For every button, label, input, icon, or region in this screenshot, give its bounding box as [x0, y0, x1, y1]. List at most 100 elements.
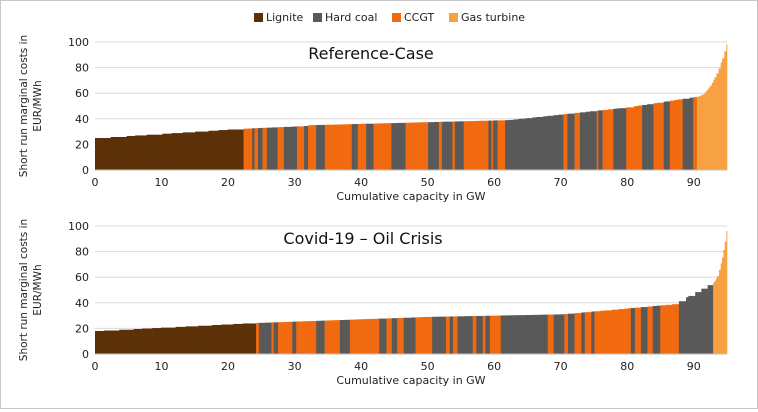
- bar-1-8: [185, 326, 199, 354]
- x-tick-label-1-7: 70: [554, 360, 568, 373]
- bar-1-106: [672, 304, 680, 354]
- bar-0-111: [678, 99, 683, 170]
- bar-1-120: [723, 249, 726, 354]
- bar-0-116: [698, 96, 701, 170]
- bar-0-16: [257, 128, 261, 170]
- x-tick-label-1-8: 80: [620, 360, 634, 373]
- bar-1-119: [721, 257, 724, 354]
- bar-1-75: [518, 315, 526, 354]
- bar-0-39: [363, 123, 367, 170]
- bar-0-123: [709, 85, 713, 170]
- bar-0-37: [355, 123, 359, 170]
- bar-1-43: [379, 318, 387, 354]
- x-tick-label-0-6: 60: [487, 176, 501, 189]
- bar-0-21: [277, 127, 281, 170]
- bar-1-10: [211, 325, 222, 354]
- bar-0-23: [283, 126, 292, 170]
- bar-1-54: [432, 316, 438, 354]
- bar-1-60: [457, 316, 465, 354]
- bar-1-114: [714, 280, 717, 354]
- bar-1-39: [361, 319, 367, 354]
- bar-0-34: [341, 124, 348, 170]
- bar-1-35: [345, 319, 351, 354]
- y-tick-label-0-0: 0: [82, 164, 89, 177]
- x-tick-label-0-9: 90: [687, 176, 701, 189]
- bar-0-5: [162, 133, 172, 170]
- bar-1-89: [584, 312, 592, 354]
- x-tick-label-0-8: 80: [620, 176, 634, 189]
- x-tick-label-1-0: 0: [92, 360, 99, 373]
- bar-0-36: [351, 124, 356, 170]
- bar-0-45: [389, 123, 392, 170]
- bar-1-55: [437, 316, 441, 354]
- bar-1-40: [365, 319, 371, 354]
- bar-0-130: [722, 58, 725, 170]
- bar-1-67: [487, 315, 491, 354]
- bar-1-66: [485, 315, 489, 354]
- bars-1: [95, 230, 728, 354]
- bar-0-26: [304, 126, 309, 170]
- bar-1-94: [611, 309, 619, 354]
- bar-0-12: [243, 128, 248, 170]
- bar-0-121: [707, 89, 709, 170]
- y-tick-label-1-2: 40: [75, 297, 89, 310]
- y-tick-label-0-3: 60: [75, 87, 89, 100]
- bar-0-83: [553, 115, 559, 170]
- bar-0-91: [596, 110, 599, 170]
- bar-1-51: [422, 317, 425, 354]
- bar-0-33: [334, 124, 342, 170]
- bar-1-50: [419, 317, 423, 354]
- bar-1-28: [316, 320, 321, 354]
- bar-1-6: [160, 327, 176, 354]
- bar-1-122: [726, 230, 728, 354]
- bar-1-70: [500, 315, 506, 354]
- bar-0-79: [532, 117, 537, 170]
- bar-1-74: [513, 315, 520, 354]
- bar-0-115: [696, 96, 699, 170]
- bar-0-57: [441, 121, 444, 170]
- bar-0-30: [319, 124, 326, 170]
- bar-0-50: [416, 122, 420, 170]
- x-tick-label-0-1: 10: [155, 176, 169, 189]
- x-tick-label-0-7: 70: [554, 176, 568, 189]
- bar-1-78: [538, 314, 542, 354]
- bar-1-95: [618, 309, 625, 354]
- bar-0-106: [663, 101, 666, 170]
- bar-1-56: [440, 316, 447, 354]
- bar-0-85: [563, 114, 568, 170]
- bar-1-117: [719, 269, 722, 354]
- bar-1-99: [634, 307, 642, 354]
- x-tick-label-1-6: 60: [487, 360, 501, 373]
- bar-0-15: [254, 128, 259, 170]
- bar-0-47: [398, 122, 406, 170]
- bar-1-29: [320, 320, 325, 354]
- bar-0-112: [682, 98, 690, 170]
- bar-1-46: [397, 317, 404, 354]
- bar-1-3: [133, 328, 143, 354]
- bar-1-96: [624, 308, 629, 354]
- bar-0-61: [454, 121, 461, 170]
- bar-0-1: [110, 136, 127, 170]
- bar-0-28: [312, 125, 317, 170]
- x-tick-label-1-2: 20: [221, 360, 235, 373]
- bar-1-61: [464, 316, 469, 354]
- bar-0-18: [262, 127, 268, 170]
- bar-0-63: [463, 121, 469, 170]
- bar-0-13: [247, 128, 253, 170]
- bar-1-93: [604, 310, 612, 354]
- bar-1-15: [258, 322, 266, 354]
- bar-0-82: [547, 115, 554, 170]
- bar-0-131: [724, 51, 727, 170]
- legend-swatch-0: [254, 13, 263, 22]
- bar-0-102: [642, 104, 648, 170]
- bar-0-72: [497, 120, 506, 170]
- bar-0-2: [126, 135, 136, 170]
- bar-1-103: [656, 305, 661, 354]
- chart-panel-1: 0 20 40 60 80 100 0 10 20 30 40 50 60 70 80 90 Cumulativ…: [18, 219, 728, 387]
- bar-1-115: [715, 278, 718, 354]
- bar-0-40: [366, 123, 374, 170]
- bar-0-27: [308, 125, 313, 170]
- y-tick-label-0-5: 100: [68, 36, 89, 49]
- bar-1-31: [329, 320, 335, 354]
